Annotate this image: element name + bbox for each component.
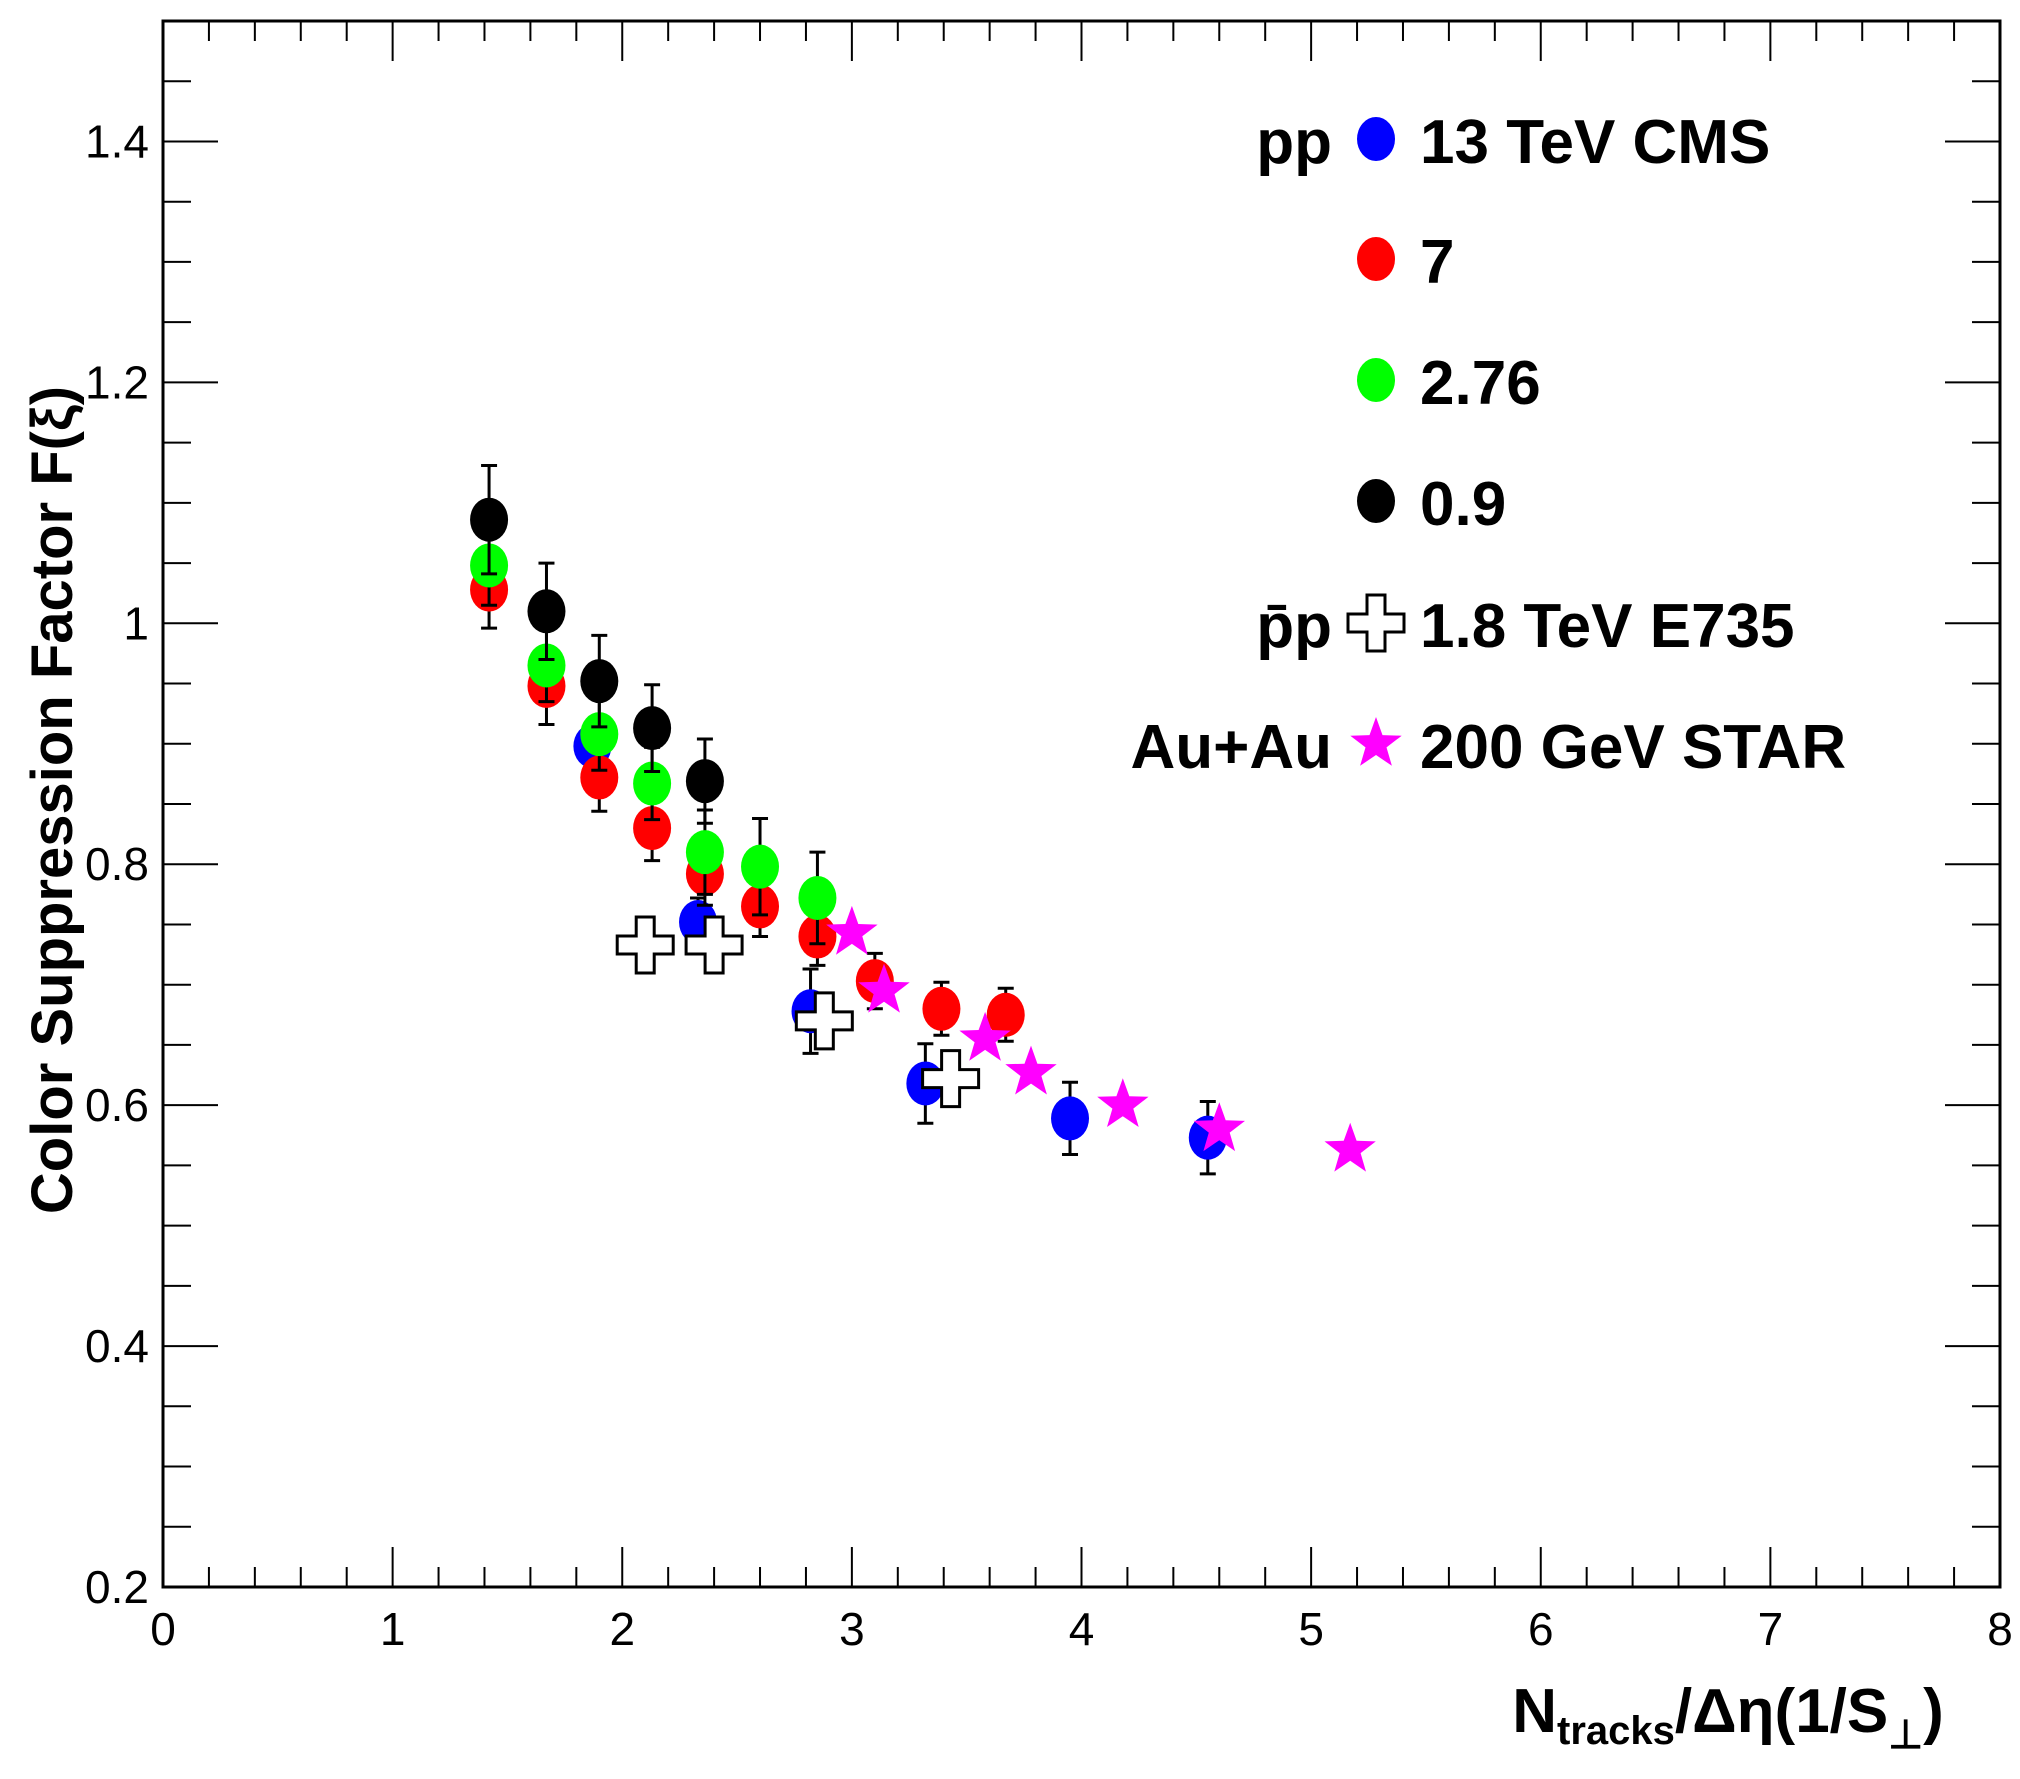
series-3 (470, 464, 724, 825)
data-point (633, 806, 672, 851)
data-point (527, 589, 566, 634)
data-point (826, 905, 878, 955)
data-point (684, 915, 744, 975)
y-tick-label: 1.2 (85, 356, 149, 408)
y-tick-label: 0.4 (85, 1320, 149, 1372)
legend-marker (1346, 593, 1406, 653)
data-point (922, 986, 961, 1031)
data-point (986, 992, 1025, 1037)
x-tick-label: 8 (1987, 1603, 2013, 1655)
legend-marker (1357, 237, 1395, 281)
y-tick-label: 0.2 (85, 1561, 149, 1613)
data-point (615, 915, 675, 975)
tick-labels: 0 1 2 3 4 5 6 7 8 0.2 0.4 0.6 0.8 1 1.2 1.4 (85, 115, 2013, 1655)
series-4 (615, 915, 981, 1109)
x-axis-title-rest: /Δη(1/S (1675, 1677, 1888, 1746)
legend-group-label: pp (1256, 108, 1332, 177)
legend-marker (1357, 479, 1395, 523)
y-tick-label: 1.4 (85, 115, 149, 167)
legend-marker (1350, 717, 1402, 766)
x-tick-label: 0 (150, 1603, 176, 1655)
data-point (1097, 1078, 1149, 1127)
x-tick-label: 6 (1528, 1603, 1554, 1655)
x-axis-title-n: N (1512, 1677, 1557, 1746)
x-axis-title-close: ) (1923, 1677, 1944, 1746)
legend-group-label: Au+Au (1131, 713, 1333, 782)
legend-label: 2.76 (1420, 349, 1541, 418)
x-axis-title: Ntracks/Δη(1/S⊥) (1512, 1677, 1944, 1757)
y-tick-label: 0.6 (85, 1079, 149, 1131)
legend-label: 1.8 TeV E735 (1420, 592, 1795, 661)
x-tick-label: 1 (380, 1603, 406, 1655)
data-point (858, 963, 910, 1013)
legend-label: 7 (1420, 228, 1454, 297)
x-tick-label: 3 (839, 1603, 865, 1655)
data-point (580, 659, 619, 704)
legend: 13 TeV CMS pp 7 2.76 0.9 1.8 TeV E735 p̄p 200 G… (1131, 108, 1847, 782)
data-point (794, 991, 854, 1051)
x-axis-title-sub: tracks (1557, 1709, 1675, 1753)
data-point (580, 755, 619, 800)
legend-marker (1357, 358, 1395, 402)
data-point (633, 761, 672, 806)
x-tick-label: 7 (1758, 1603, 1784, 1655)
data-point (470, 497, 509, 542)
x-tick-label: 4 (1069, 1603, 1095, 1655)
data-point (959, 1011, 1011, 1061)
y-tick-label: 0.8 (85, 838, 149, 890)
x-tick-label: 5 (1298, 1603, 1324, 1655)
data-point (685, 759, 724, 804)
x-tick-label: 2 (609, 1603, 635, 1655)
data-point (798, 875, 837, 920)
series-2 (470, 524, 837, 946)
data-point (1051, 1096, 1090, 1141)
legend-label: 0.9 (1420, 470, 1506, 539)
legend-label: 200 GeV STAR (1420, 713, 1846, 782)
data-point (633, 706, 672, 751)
legend-group-label: p̄p (1256, 592, 1332, 661)
data-layer (470, 464, 1376, 1176)
series-5 (826, 905, 1376, 1172)
y-tick-label: 1 (123, 597, 149, 649)
legend-label: 13 TeV CMS (1420, 108, 1770, 177)
legend-marker (1357, 117, 1395, 161)
data-point (1193, 1102, 1245, 1152)
data-point (741, 844, 780, 889)
data-point (527, 643, 566, 688)
data-point (685, 830, 724, 875)
data-point (921, 1049, 981, 1109)
data-point (580, 712, 619, 757)
plot-frame (161, 19, 2002, 1589)
y-axis-title: Color Suppression Factor F(ξ) (20, 386, 85, 1214)
x-axis-title-sub2: ⊥ (1888, 1713, 1923, 1757)
axis-ticks (162, 20, 2001, 1588)
data-point (1324, 1122, 1376, 1172)
data-point (1005, 1045, 1057, 1095)
